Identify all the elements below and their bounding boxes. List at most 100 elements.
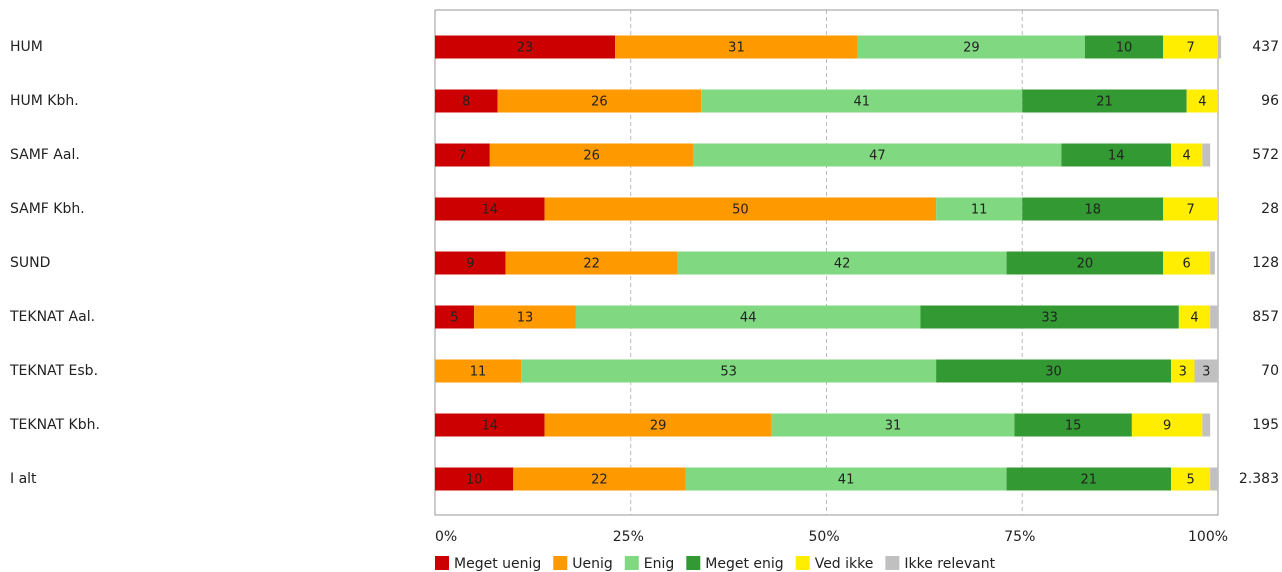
- bar-segment: [1163, 35, 1218, 59]
- legend-swatch: [686, 556, 701, 570]
- bar-segment: [1022, 89, 1187, 113]
- bar-segment: [435, 251, 506, 275]
- y-tick-label: I alt: [10, 471, 37, 487]
- bar-segment: [1014, 413, 1132, 437]
- bar-segment: [489, 143, 694, 167]
- bar-segment: [435, 143, 490, 167]
- bar-segment: [505, 251, 678, 275]
- bar-segment: [1022, 197, 1164, 221]
- bar-segment: [435, 359, 522, 383]
- data-label: 29: [963, 41, 980, 56]
- bar-segment: [920, 305, 1179, 329]
- bar-segment: [544, 413, 772, 437]
- data-label: 11: [470, 365, 487, 380]
- bar-segment: [1163, 251, 1211, 275]
- legend-label: Enig: [644, 556, 675, 572]
- bar-segment: [1163, 197, 1218, 221]
- legend-swatch: [885, 556, 900, 570]
- bar-segment: [677, 251, 1007, 275]
- data-label: 3: [1202, 365, 1210, 380]
- bar-segment: [936, 197, 1023, 221]
- data-label: 4: [1198, 95, 1206, 110]
- bar-segment: [435, 197, 545, 221]
- legend-label: Ikke relevant: [904, 556, 995, 572]
- n-value: 128: [1252, 255, 1279, 271]
- bar-segment: [435, 89, 498, 113]
- data-label: 22: [591, 473, 608, 488]
- data-label: 31: [885, 419, 902, 434]
- data-label: 14: [482, 203, 499, 218]
- bar-segment: [693, 143, 1062, 167]
- data-label: 50: [732, 203, 749, 218]
- bar-segment: [1084, 35, 1164, 59]
- y-tick-label: TEKNAT Esb.: [9, 363, 98, 379]
- data-label: 11: [971, 203, 988, 218]
- legend-swatch: [624, 556, 639, 570]
- data-label: 8: [462, 95, 470, 110]
- n-value: 28: [1261, 201, 1279, 217]
- bar-segment: [1171, 467, 1211, 491]
- x-tick-label: 75%: [1004, 529, 1035, 545]
- bar-segment: [435, 35, 616, 59]
- y-tick-label: TEKNAT Aal.: [9, 309, 95, 325]
- data-label: 23: [517, 41, 534, 56]
- bar-segment: [474, 305, 576, 329]
- bar-segment: [513, 467, 686, 491]
- x-tick-label: 0%: [435, 529, 457, 545]
- data-label: 5: [450, 311, 458, 326]
- bar-segment: [1171, 359, 1195, 383]
- data-label: 10: [466, 473, 483, 488]
- bar-segment: [771, 413, 1015, 437]
- legend-swatch: [553, 556, 568, 570]
- data-label: 26: [583, 149, 600, 164]
- bar-segment: [1061, 143, 1172, 167]
- data-label: 21: [1081, 473, 1098, 488]
- data-label: 7: [458, 149, 466, 164]
- y-tick-label: SAMF Aal.: [10, 147, 80, 163]
- bar-segment: [1202, 143, 1211, 167]
- bar-segment: [701, 89, 1023, 113]
- bar-segment: [497, 89, 702, 113]
- data-label: 4: [1190, 311, 1198, 326]
- y-tick-label: SAMF Kbh.: [10, 201, 85, 217]
- bar-segment: [1171, 143, 1203, 167]
- data-label: 41: [838, 473, 855, 488]
- bar-segment: [435, 467, 514, 491]
- n-value: 70: [1261, 363, 1279, 379]
- bar-segment: [1210, 305, 1218, 329]
- bar-segment: [435, 305, 475, 329]
- bar-segment: [1178, 305, 1211, 329]
- data-label: 20: [1077, 257, 1094, 272]
- n-value: 2.383: [1239, 471, 1279, 487]
- data-label: 9: [1163, 419, 1171, 434]
- bar-segment: [1218, 35, 1222, 59]
- data-label: 53: [720, 365, 737, 380]
- legend-label: Ved ikke: [815, 556, 874, 572]
- data-label: 31: [728, 41, 745, 56]
- data-label: 30: [1045, 365, 1062, 380]
- data-label: 4: [1183, 149, 1191, 164]
- data-label: 14: [1108, 149, 1125, 164]
- n-value: 437: [1252, 39, 1279, 55]
- data-label: 47: [869, 149, 886, 164]
- y-tick-label: HUM: [10, 39, 43, 55]
- data-label: 26: [591, 95, 608, 110]
- bar-segment: [1194, 359, 1218, 383]
- y-tick-label: TEKNAT Kbh.: [9, 417, 100, 433]
- data-label: 6: [1183, 257, 1191, 272]
- data-label: 41: [853, 95, 870, 110]
- n-value: 572: [1252, 147, 1279, 163]
- bar-segment: [1186, 89, 1218, 113]
- n-value: 195: [1252, 417, 1279, 433]
- data-label: 29: [650, 419, 667, 434]
- data-label: 22: [583, 257, 600, 272]
- bar-segment: [615, 35, 858, 59]
- data-label: 15: [1065, 419, 1082, 434]
- bar-segment: [1006, 251, 1164, 275]
- data-label: 7: [1186, 203, 1194, 218]
- data-label: 5: [1186, 473, 1194, 488]
- bar-segment: [936, 359, 1172, 383]
- bar-segment: [575, 305, 921, 329]
- legend-swatch: [435, 556, 449, 570]
